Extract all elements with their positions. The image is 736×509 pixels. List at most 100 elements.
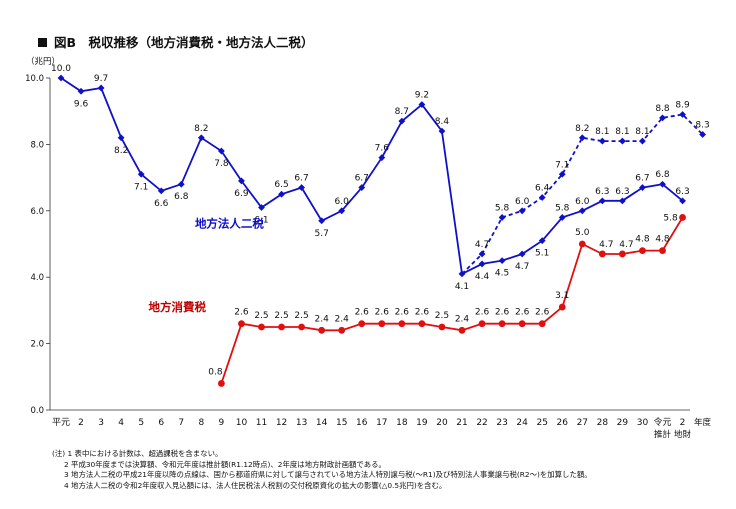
data-label-corporate: 8.2 (114, 146, 128, 156)
x-tick-label: 29 (617, 418, 629, 428)
data-label-consumption: 5.8 (663, 213, 678, 223)
data-point (598, 197, 606, 205)
data-point (498, 257, 506, 264)
y-tick-label: 0.0 (30, 406, 44, 416)
x-tick-label: 21 (456, 418, 467, 428)
data-point (639, 247, 646, 255)
data-point (97, 84, 105, 92)
data-label-consumption: 2.5 (294, 311, 308, 321)
data-label-corporate: 6.3 (595, 187, 609, 197)
data-label-corporate: 9.7 (94, 74, 108, 84)
data-point (578, 134, 586, 142)
data-point (298, 323, 305, 331)
data-point (558, 214, 566, 221)
data-label-consumption: 2.6 (475, 308, 490, 318)
data-label-corporate-total: 8.2 (575, 124, 589, 134)
data-label-corporate-total: 7.1 (555, 160, 569, 170)
data-point (659, 180, 666, 188)
y-tick-label: 4.0 (30, 273, 44, 283)
data-label-consumption: 4.7 (599, 240, 613, 250)
x-tick-label: 18 (396, 418, 408, 428)
x-tick-label: 17 (376, 418, 387, 428)
x-tick-label: 23 (496, 418, 507, 428)
data-label-consumption: 4.8 (655, 235, 670, 245)
data-label-corporate: 4.5 (495, 269, 509, 279)
data-point (478, 250, 486, 258)
data-label-corporate: 6.0 (335, 197, 350, 207)
data-label-corporate-total: 8.1 (635, 127, 649, 137)
data-point (699, 131, 706, 138)
data-label-corporate: 6.5 (274, 180, 288, 190)
x-tick-sublabel: 地財 (674, 429, 692, 440)
x-tick-label: 10 (236, 418, 248, 428)
data-point (478, 260, 486, 268)
data-point (318, 326, 326, 334)
data-label-corporate: 6.3 (675, 187, 689, 197)
series-line-0 (60, 77, 684, 276)
data-label-corporate-total: 8.1 (595, 127, 609, 137)
data-point (679, 214, 686, 221)
data-label-consumption: 2.6 (495, 308, 510, 318)
data-label-consumption: 2.6 (415, 308, 430, 318)
data-label-consumption: 4.7 (619, 240, 633, 250)
series-name-corporate: 地方法人二税 (195, 216, 264, 230)
x-tick-label: 14 (316, 418, 328, 428)
data-point (659, 114, 666, 122)
data-point (538, 320, 546, 328)
x-tick-label: 28 (597, 418, 609, 428)
data-point (518, 207, 526, 215)
data-point (498, 320, 506, 328)
chart-title-text: 図B 税収推移（地方消費税・地方法人二税） (54, 35, 314, 50)
data-point (578, 240, 586, 248)
data-label-consumption: 2.6 (535, 308, 550, 318)
data-point (378, 320, 386, 328)
footnote-2: 2 平成30年度までは決算額、令和元年度は推計額(R1.12時点)、2年度は地方… (64, 459, 386, 469)
data-label-corporate: 6.7 (355, 174, 369, 184)
x-tick-label: 6 (158, 418, 164, 428)
data-label-corporate-total: 8.8 (655, 104, 670, 114)
data-point (538, 194, 546, 201)
data-label-corporate: 7.6 (375, 144, 390, 154)
x-tick-label: 24 (516, 418, 528, 428)
x-tick-label: 2 (680, 418, 686, 428)
data-label-corporate: 6.0 (575, 197, 590, 207)
data-label-consumption: 2.4 (314, 314, 329, 324)
data-point (458, 326, 466, 334)
data-point (578, 207, 586, 215)
data-point (278, 323, 285, 331)
data-point (338, 207, 346, 215)
data-point (639, 184, 646, 191)
x-tick-label: 22 (476, 418, 487, 428)
data-point (438, 127, 446, 135)
x-tick-label: 2 (78, 418, 84, 428)
data-point (137, 170, 145, 178)
data-label-corporate: 4.1 (455, 282, 469, 292)
x-tick-label: 令元 (653, 416, 671, 428)
x-tick-label: 5 (138, 418, 144, 428)
data-point (57, 74, 65, 82)
data-label-corporate: 5.7 (314, 229, 328, 239)
data-point (639, 137, 646, 145)
data-point (558, 170, 566, 178)
data-label-corporate-total: 5.8 (495, 203, 510, 213)
data-point (358, 184, 366, 191)
data-point (619, 197, 626, 205)
data-label-consumption: 2.4 (335, 314, 350, 324)
y-tick-label: 8.0 (30, 140, 44, 150)
data-label-corporate: 7.1 (134, 182, 148, 192)
data-point (418, 320, 426, 328)
series-name-consumption: 地方消費税 (149, 300, 207, 314)
x-tick-label: 12 (276, 418, 287, 428)
data-point (278, 190, 285, 198)
data-label-corporate: 5.1 (535, 249, 549, 259)
data-point (298, 184, 305, 191)
data-point (659, 247, 666, 255)
data-label-corporate: 6.1 (254, 215, 268, 225)
data-point (238, 177, 245, 185)
x-tick-label: 13 (296, 418, 307, 428)
data-label-consumption: 3.1 (555, 291, 569, 301)
chart-title: 図B 税収推移（地方消費税・地方法人二税） (38, 32, 314, 51)
data-point (258, 204, 265, 211)
data-point (418, 101, 426, 108)
data-point (338, 326, 346, 334)
